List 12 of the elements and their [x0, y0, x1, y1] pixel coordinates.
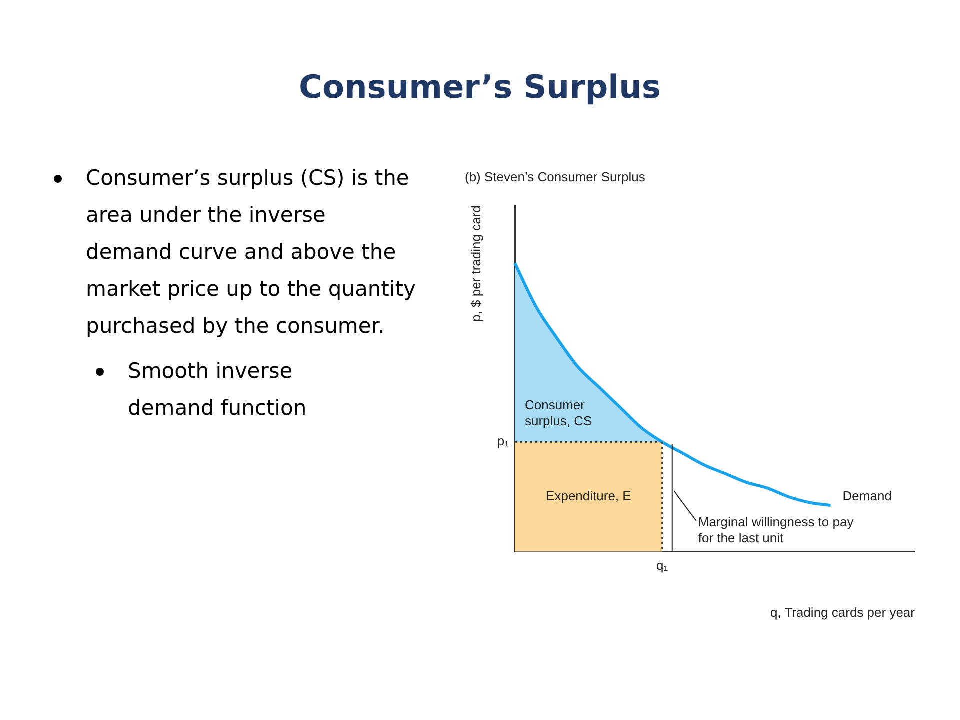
- text: Consumer’s surplus (CS) is the area under the inverse demand curve and above the market price up to the quantity purchased by the consumer.: [86, 166, 416, 338]
- text: Smooth inverse demand function: [128, 359, 307, 420]
- text: q₁: [656, 558, 669, 573]
- y-axis-title: p, $ per trading card: [468, 206, 484, 322]
- text: p₁: [497, 434, 510, 449]
- series-label: Expenditure, E: [546, 488, 632, 504]
- annotation: Marginal willingness to pay for the last unit: [698, 514, 854, 546]
- series-label: Consumer surplus, CS: [525, 398, 593, 429]
- chart-subtitle: (b) Steven’s Consumer Surplus: [465, 169, 646, 184]
- series-label: Demand: [842, 488, 892, 504]
- x-axis-title: q, Trading cards per year: [770, 604, 916, 620]
- chart-title: Consumer’s Surplus: [298, 68, 662, 106]
